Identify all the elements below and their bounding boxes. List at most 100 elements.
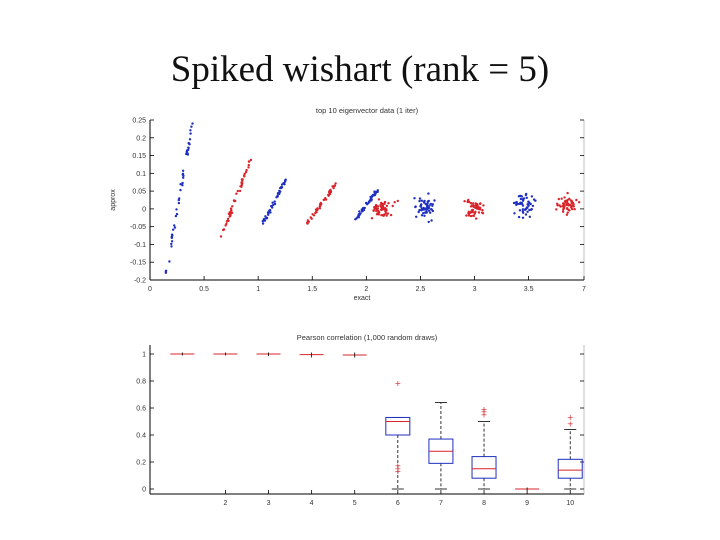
scatter-x-tick-label: 7 (582, 286, 586, 293)
box-outlier-marker: + (394, 379, 401, 388)
scatter-point-series-9 (528, 208, 531, 212)
scatter-point-series-2 (226, 217, 230, 220)
scatter-point-series-5 (367, 202, 370, 205)
scatter-point-series-1 (173, 226, 177, 229)
scatter-point-series-3 (280, 183, 284, 186)
box-x-tick-label: 8 (482, 500, 486, 507)
box-outlier-marker: + (567, 420, 574, 429)
scatter-point-series-9 (520, 195, 524, 198)
scatter-point-series-7 (420, 214, 424, 217)
scatter-point-series-10 (571, 201, 574, 204)
box-outlier-marker: + (481, 408, 488, 417)
scatter-point-series-3 (283, 183, 286, 186)
scatter-point-series-6 (382, 207, 386, 211)
scatter-point-series-4 (306, 219, 310, 223)
scatter-point-series-4 (332, 185, 335, 188)
scatter-point-series-2 (240, 185, 243, 188)
box-y-tick-label: 1 (142, 352, 146, 359)
scatter-point-series-4 (327, 190, 331, 194)
scatter-point-series-10 (572, 205, 575, 208)
scatter-point-series-3 (271, 201, 274, 204)
scatter-point-series-10 (566, 198, 569, 202)
scatter-point-series-4 (327, 194, 330, 197)
scatter-point-series-1 (171, 234, 174, 237)
scatter-point-series-9 (513, 212, 516, 215)
scatter-point-series-9 (524, 213, 528, 216)
scatter-point-series-5 (359, 212, 362, 215)
scatter-point-series-8 (468, 211, 472, 215)
scatter-point-series-1 (179, 188, 182, 192)
scatter-point-series-6 (384, 210, 387, 213)
scatter-point-series-2 (238, 189, 242, 193)
scatter-point-series-9 (527, 200, 530, 203)
scatter-point-series-7 (418, 197, 422, 200)
scatter-point-series-2 (248, 160, 251, 163)
scatter-point-series-10 (578, 201, 581, 204)
scatter-point-series-1 (185, 149, 189, 152)
scatter-point-series-7 (431, 203, 434, 206)
scatter-point-series-7 (422, 200, 426, 203)
scatter-point-series-5 (370, 198, 373, 201)
scatter-point-series-6 (389, 213, 393, 217)
scatter-point-series-5 (376, 189, 379, 192)
scatter-point-series-7 (427, 209, 431, 212)
box-y-tick-label: 0.8 (136, 379, 146, 386)
scatter-point-series-7 (427, 192, 430, 195)
scatter-point-series-7 (422, 212, 425, 215)
scatter-point-series-2 (243, 172, 246, 175)
scatter-point-series-7 (414, 205, 417, 208)
scatter-point-series-1 (177, 201, 181, 205)
scatter-point-series-2 (235, 192, 238, 195)
scatter-point-series-2 (226, 219, 229, 223)
box-x-tick-label: 9 (525, 500, 529, 507)
scatter-point-series-9 (515, 200, 518, 204)
box-x-tick-label: 5 (353, 500, 357, 507)
scatter-point-series-3 (278, 191, 281, 194)
box-x-tick-label: 6 (396, 500, 400, 507)
scatter-point-series-6 (377, 198, 381, 201)
scatter-point-series-8 (477, 207, 480, 211)
scatter-point-series-8 (471, 210, 474, 214)
scatter-point-series-8 (465, 214, 468, 217)
box-outlier-marker: + (567, 413, 574, 422)
scatter-point-series-1 (173, 224, 176, 227)
scatter-point-series-6 (380, 208, 383, 211)
box-outlier-marker: + (481, 410, 488, 419)
scatter-point-series-10 (560, 197, 563, 200)
scatter-point-series-4 (324, 198, 328, 201)
scatter-point-series-7 (430, 219, 433, 222)
scatter-point-series-6 (375, 209, 378, 213)
scatter-point-series-10 (569, 206, 573, 209)
scatter-point-series-9 (526, 210, 529, 213)
scatter-point-series-3 (276, 194, 279, 197)
scatter-point-series-10 (566, 211, 569, 214)
scatter-point-series-2 (236, 189, 239, 193)
scatter-point-series-3 (261, 222, 265, 225)
scatter-point-series-6 (387, 202, 390, 205)
scatter-point-series-6 (370, 217, 374, 220)
scatter-point-series-5 (375, 190, 378, 194)
scatter-point-series-1 (191, 122, 194, 125)
scatter-point-series-4 (315, 208, 318, 211)
scatter-point-series-1 (185, 151, 189, 155)
scatter-point-series-8 (478, 208, 482, 211)
box-x-tick-label: 2 (223, 500, 227, 507)
scatter-point-series-3 (265, 216, 269, 220)
scatter-point-series-8 (466, 199, 470, 202)
scatter-point-series-10 (562, 203, 566, 206)
scatter-x-tick-label: 3.5 (524, 286, 534, 293)
scatter-point-series-8 (469, 202, 473, 205)
scatter-point-series-2 (222, 228, 225, 232)
scatter-point-series-9 (512, 201, 516, 205)
scatter-point-series-7 (427, 199, 430, 203)
scatter-point-series-5 (364, 201, 368, 205)
scatter-point-series-1 (181, 184, 184, 187)
scatter-point-series-5 (355, 217, 358, 220)
scatter-y-tick-label: 0.2 (136, 135, 146, 142)
scatter-point-series-6 (381, 204, 385, 208)
scatter-point-series-9 (516, 202, 519, 206)
scatter-point-series-8 (471, 204, 474, 207)
scatter-point-series-6 (384, 212, 388, 215)
scatter-point-series-4 (315, 210, 318, 214)
box-outlier-marker: + (481, 405, 488, 414)
